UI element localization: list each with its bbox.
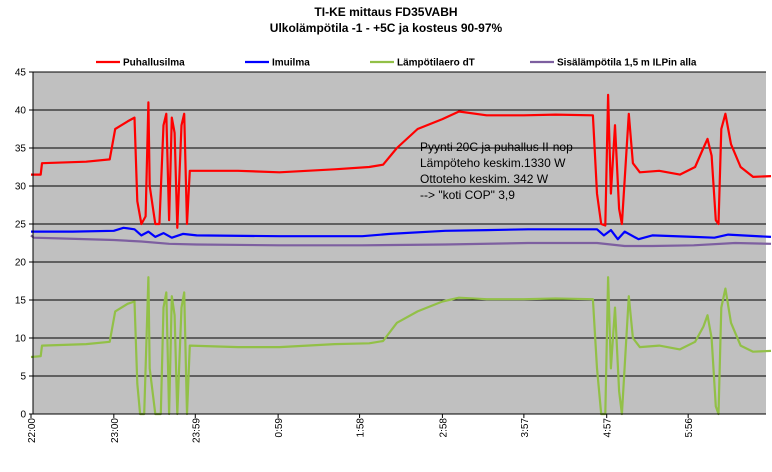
y-tick-label: 15 — [15, 296, 27, 307]
y-tick-label: 5 — [20, 372, 26, 383]
y-tick-label: 10 — [15, 334, 27, 345]
legend-box — [33, 54, 766, 70]
y-tick-label: 0 — [20, 410, 26, 421]
series-line-3 — [30, 276, 772, 416]
chart-title: TI-KE mittaus FD35VABH — [314, 5, 458, 19]
annotation: Pyynti 20C ja puhallus II-nop Lämpöteho k… — [420, 140, 573, 202]
x-tick-label: 23:00 — [110, 418, 121, 443]
legend-label-2: Imuilma — [272, 58, 310, 69]
series-line-1 — [31, 93, 772, 229]
series-line-2 — [31, 226, 772, 241]
y-tick-label: 35 — [15, 144, 27, 155]
chart-subtitle: Ulkolämpötila -1 - +5C ja kosteus 90-97% — [269, 21, 503, 35]
y-tick-label: 40 — [15, 106, 27, 117]
x-tick-label: 5:56 — [684, 418, 695, 438]
x-tick-label: 23:59 — [191, 418, 202, 443]
y-tick-label: 30 — [15, 182, 27, 193]
x-tick-label: 4:57 — [603, 418, 614, 438]
legend: Puhallusilma Imuilma Lämpötilaero dT Sisälä… — [96, 58, 697, 69]
legend-label-1: Puhallusilma — [123, 58, 185, 69]
annotation-line-4: --> "koti COP" 3,9 — [420, 188, 515, 202]
gridlines — [33, 71, 766, 377]
series-group — [30, 93, 772, 416]
x-tick-label: 0:59 — [274, 418, 285, 438]
y-tick-label: 20 — [15, 258, 27, 269]
legend-label-4: Sisälämpötila 1,5 m ILPin alla — [557, 58, 697, 69]
x-tick-label: 1:58 — [356, 418, 367, 438]
annotation-line-3: Ottoteho keskim. 342 W — [420, 172, 549, 186]
annotation-line-2: Lämpöteho keskim.1330 W — [420, 156, 566, 170]
x-tick-label: 3:57 — [520, 418, 531, 438]
x-tick-label: 22:00 — [27, 418, 38, 443]
y-tick-label: 45 — [15, 68, 27, 79]
series-line-4 — [30, 234, 772, 248]
axes: 0 5 10 15 20 25 30 35 40 45 22:00 23:00 23:59 0:59 1:5… — [15, 68, 766, 443]
legend-label-3: Lämpötilaero dT — [397, 58, 475, 69]
x-tick-label: 2:58 — [438, 418, 449, 438]
annotation-line-1: Pyynti 20C ja puhallus II-nop — [420, 140, 573, 154]
plot-area — [33, 72, 766, 414]
y-tick-label: 25 — [15, 220, 27, 231]
